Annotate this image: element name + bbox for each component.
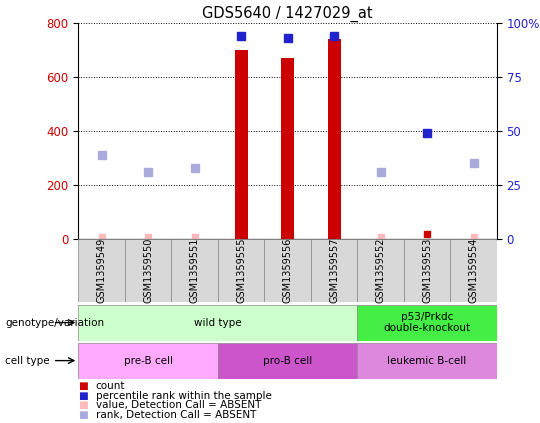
Text: wild type: wild type	[194, 318, 241, 327]
Bar	[404, 239, 450, 302]
Text: value, Detection Call = ABSENT: value, Detection Call = ABSENT	[96, 400, 261, 410]
Text: leukemic B-cell: leukemic B-cell	[387, 356, 467, 365]
Text: count: count	[96, 381, 125, 391]
Text: cell type: cell type	[5, 356, 50, 365]
Text: GSM1359550: GSM1359550	[143, 238, 153, 303]
Text: GSM1359554: GSM1359554	[469, 238, 478, 303]
Bar	[78, 343, 218, 379]
Bar	[78, 305, 357, 341]
Text: GSM1359556: GSM1359556	[282, 238, 293, 303]
Bar	[311, 239, 357, 302]
Text: pro-B cell: pro-B cell	[263, 356, 312, 365]
Bar	[450, 239, 497, 302]
Bar	[281, 58, 294, 239]
Text: percentile rank within the sample: percentile rank within the sample	[96, 390, 272, 401]
Text: ■: ■	[78, 400, 88, 410]
Bar	[328, 39, 341, 239]
Bar	[125, 239, 171, 302]
Text: rank, Detection Call = ABSENT: rank, Detection Call = ABSENT	[96, 410, 256, 420]
Text: GSM1359549: GSM1359549	[97, 238, 106, 303]
Bar	[171, 239, 218, 302]
Bar	[264, 239, 311, 302]
Text: ■: ■	[78, 410, 88, 420]
Bar	[234, 50, 247, 239]
Text: ■: ■	[78, 390, 88, 401]
Text: GSM1359553: GSM1359553	[422, 238, 432, 303]
Bar	[357, 239, 404, 302]
Bar	[357, 343, 497, 379]
Bar	[78, 239, 125, 302]
Text: pre-B cell: pre-B cell	[124, 356, 173, 365]
Bar	[357, 305, 497, 341]
Text: genotype/variation: genotype/variation	[5, 318, 105, 327]
Text: ■: ■	[78, 381, 88, 391]
Text: GSM1359555: GSM1359555	[236, 238, 246, 303]
Text: GSM1359552: GSM1359552	[375, 238, 386, 303]
Title: GDS5640 / 1427029_at: GDS5640 / 1427029_at	[202, 5, 373, 22]
Bar	[218, 343, 357, 379]
Text: p53/Prkdc
double-knockout: p53/Prkdc double-knockout	[383, 312, 471, 333]
Text: GSM1359551: GSM1359551	[190, 238, 200, 303]
Bar	[218, 239, 264, 302]
Text: GSM1359557: GSM1359557	[329, 238, 339, 303]
